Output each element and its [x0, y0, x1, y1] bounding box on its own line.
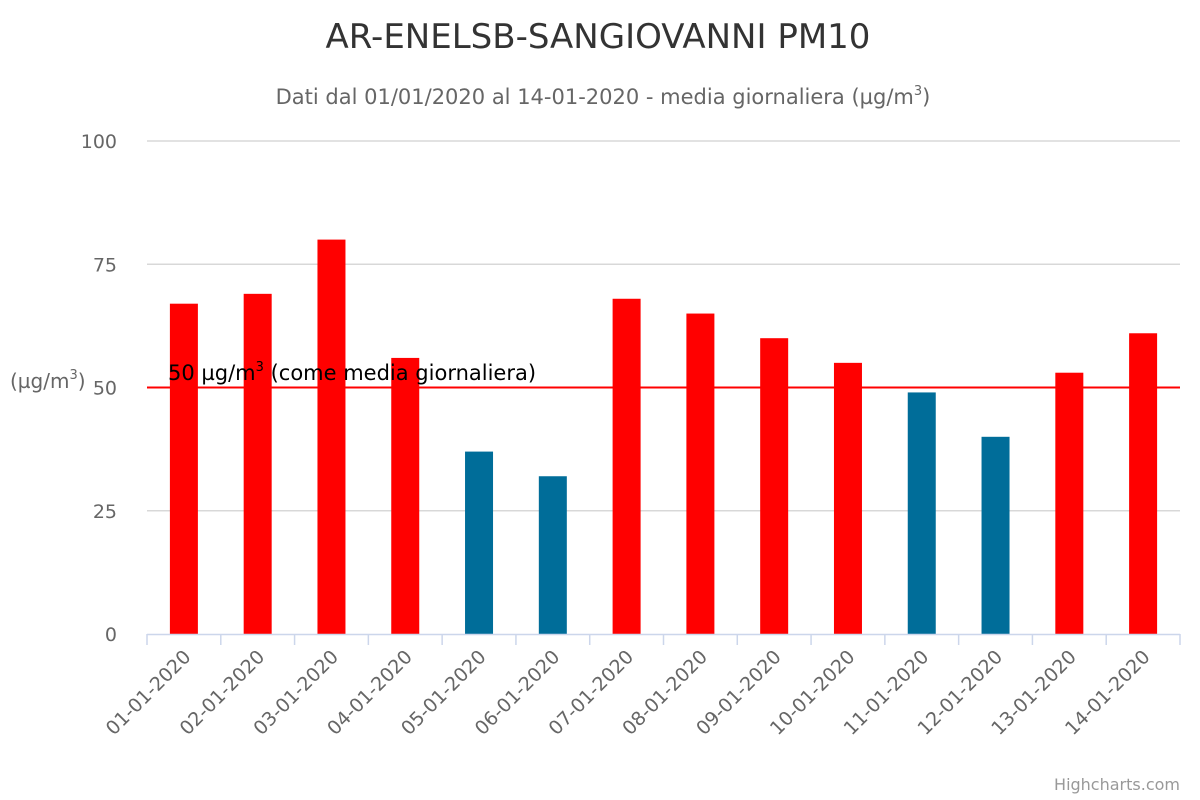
- y-tick-label: 75: [93, 254, 117, 276]
- credits-link[interactable]: Highcharts.com: [1054, 775, 1180, 794]
- chart-title: AR-ENELSB-SANGIOVANNI PM10: [326, 17, 871, 57]
- chart-subtitle: Dati dal 01/01/2020 al 14-01-2020 - medi…: [276, 84, 931, 109]
- chart-subtitle-text: Dati dal 01/01/2020 al 14-01-2020 - medi…: [276, 85, 914, 109]
- bar[interactable]: [907, 392, 936, 634]
- y-axis-label-tail: ): [78, 369, 86, 393]
- y-axis-label-superscript: 3: [69, 368, 77, 383]
- y-axis-label: (µg/m3): [10, 368, 86, 393]
- bar[interactable]: [1129, 333, 1158, 634]
- chart-subtitle-superscript: 3: [914, 84, 922, 99]
- threshold-label: 50 µg/m3 (come media giornaliera): [168, 360, 536, 385]
- bar[interactable]: [538, 476, 567, 634]
- bar[interactable]: [243, 293, 272, 634]
- bar[interactable]: [686, 313, 715, 634]
- y-tick-label: 50: [93, 378, 117, 400]
- y-axis-ticks: 0 25 50 75 100: [81, 131, 117, 646]
- bar[interactable]: [981, 436, 1010, 634]
- bar[interactable]: [169, 303, 198, 634]
- chart-subtitle-tail: ): [922, 85, 930, 109]
- bars: [169, 239, 1158, 634]
- bar[interactable]: [760, 338, 789, 634]
- y-tick-label: 25: [93, 501, 117, 523]
- bar[interactable]: [1055, 372, 1084, 634]
- gridlines: [147, 140, 1180, 512]
- threshold-label-text: 50 µg/m: [168, 361, 256, 385]
- bar[interactable]: [391, 357, 420, 634]
- bar[interactable]: [833, 362, 862, 634]
- x-axis: 01-01-202002-01-202003-01-202004-01-2020…: [102, 633, 1181, 740]
- threshold-label-superscript: 3: [256, 360, 264, 375]
- y-axis-label-text: (µg/m: [10, 369, 69, 393]
- bar[interactable]: [317, 239, 346, 634]
- y-tick-label: 0: [105, 624, 117, 646]
- bar[interactable]: [465, 451, 494, 634]
- y-tick-label: 100: [81, 131, 117, 153]
- threshold-label-tail: (come media giornaliera): [264, 361, 536, 385]
- bar[interactable]: [612, 298, 641, 634]
